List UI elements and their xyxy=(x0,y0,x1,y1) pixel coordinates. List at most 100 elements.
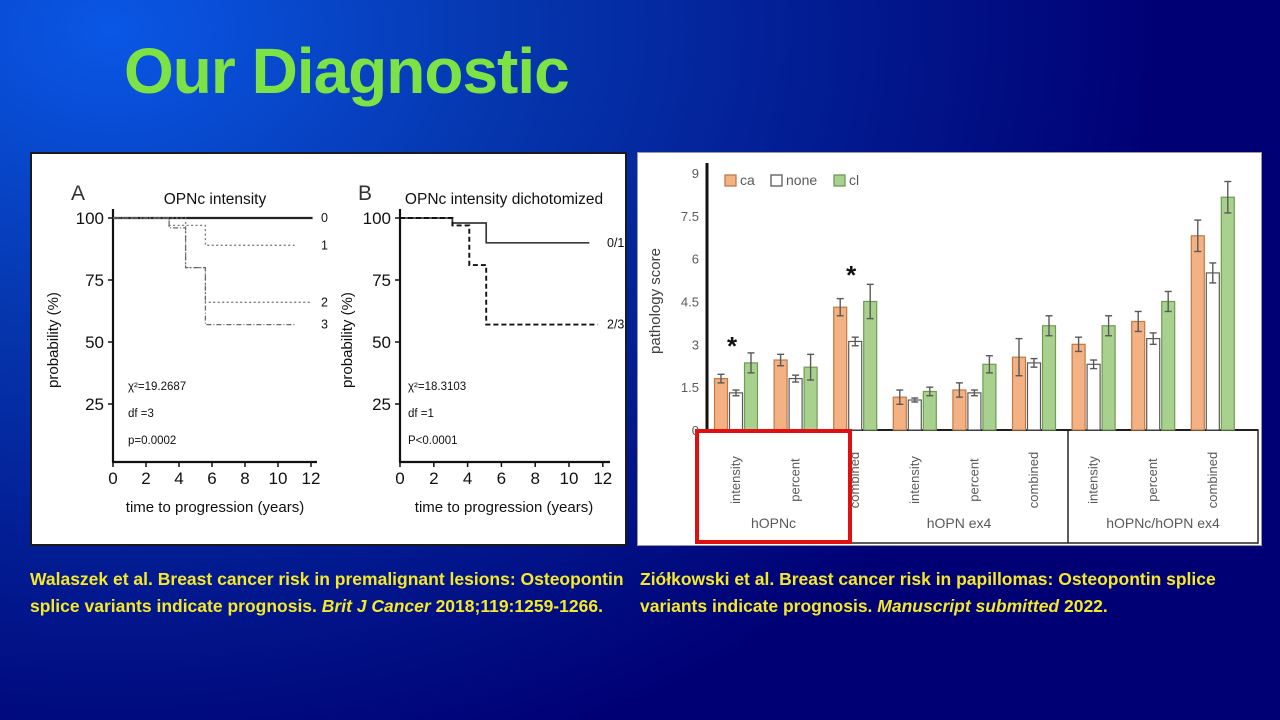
series-end-label: 2/3 xyxy=(607,318,624,332)
y-tick-label: 6 xyxy=(692,252,699,267)
bar-ca-combined-hOPNc xyxy=(833,306,848,431)
stat-text: p=0.0002 xyxy=(128,435,176,447)
bar-none-percent-hOPNc xyxy=(788,377,803,431)
group-label-intensity: intensity xyxy=(1086,456,1101,504)
y-tick-label: 50 xyxy=(85,333,104,352)
y-tick-label: 4.5 xyxy=(681,294,699,309)
citation-right-text: Ziółkowski et al. Breast cancer risk in … xyxy=(640,569,1216,617)
legend-label-none: none xyxy=(786,172,817,188)
legend-label-ca: ca xyxy=(740,172,755,188)
y-tick-label: 7.5 xyxy=(681,209,699,224)
x-tick-label: 12 xyxy=(593,469,612,488)
series-end-label: 0/1 xyxy=(607,236,624,250)
bar-cl-percent-hOPN ex4 xyxy=(982,363,997,431)
x-tick-label: 6 xyxy=(207,469,216,488)
x-tick-label: 8 xyxy=(530,469,539,488)
x-tick-label: 2 xyxy=(141,469,150,488)
citation-right: Ziółkowski et al. Breast cancer risk in … xyxy=(640,566,1268,620)
stat-text: χ²=19.2687 xyxy=(128,381,186,393)
stat-text: df =3 xyxy=(128,408,154,420)
y-tick-label: 50 xyxy=(372,333,391,352)
y-axis-label: probability (%) xyxy=(339,292,356,388)
panel-letter: B xyxy=(358,182,372,205)
x-tick-label: 2 xyxy=(429,469,438,488)
group-label-combined: combined xyxy=(1205,452,1220,508)
x-axis-label: time to progression (years) xyxy=(415,499,593,516)
x-tick-label: 0 xyxy=(395,469,404,488)
slide-title: Our Diagnostic xyxy=(124,35,570,107)
chart-title: OPNc intensity xyxy=(164,191,267,208)
y-tick-label: 100 xyxy=(76,209,104,228)
km-series-1 xyxy=(113,217,295,246)
bar-ca-intensity-hOPNc/hOPN ex4 xyxy=(1071,343,1086,431)
y-tick-label: 9 xyxy=(692,166,699,181)
km-figure-panel: A OPNc intensity 100 75 50 25 0 2 4 6 8 10 12 probabi… xyxy=(30,152,627,546)
km-svg-B: B OPNc intensity dichotomized 100 75 50 25 0 2 4… xyxy=(339,182,624,516)
bar-cl-percent-hOPNc/hOPN ex4 xyxy=(1161,300,1176,431)
bar-none-percent-hOPNc/hOPN ex4 xyxy=(1146,338,1161,431)
section-label: hOPN ex4 xyxy=(927,515,992,531)
x-tick-label: 0 xyxy=(108,469,117,488)
y-tick-label: 25 xyxy=(372,395,391,414)
group-label-intensity: intensity xyxy=(907,456,922,504)
citation-right-tail: 2022. xyxy=(1059,596,1108,617)
bar-ca-percent-hOPNc/hOPN ex4 xyxy=(1131,320,1146,431)
bar-none-percent-hOPN ex4 xyxy=(967,392,982,431)
significance-star: * xyxy=(846,260,857,290)
bar-none-intensity-hOPNc/hOPN ex4 xyxy=(1086,363,1101,431)
citation-left-italic: Brit J Cancer xyxy=(321,596,431,617)
x-tick-label: 10 xyxy=(269,469,288,488)
x-tick-label: 12 xyxy=(302,469,321,488)
bar-cl-combined-hOPN ex4 xyxy=(1041,325,1057,431)
section-label: hOPNc/hOPN ex4 xyxy=(1106,515,1220,531)
x-tick-label: 4 xyxy=(174,469,183,488)
citation-left: Walaszek et al. Breast cancer risk in pr… xyxy=(30,566,624,620)
x-tick-label: 8 xyxy=(240,469,249,488)
series-end-label: 3 xyxy=(321,318,328,332)
stat-text: P<0.0001 xyxy=(408,435,458,447)
group-label-percent: percent xyxy=(788,458,803,502)
x-axis-label: time to progression (years) xyxy=(126,499,304,516)
legend-swatch-none xyxy=(770,174,783,187)
legend-swatch-ca xyxy=(724,174,737,187)
legend-label-cl: cl xyxy=(849,172,859,188)
citation-left-text: Walaszek et al. Breast cancer risk in pr… xyxy=(30,569,624,617)
legend-swatch-cl xyxy=(833,174,846,187)
panel-letter: A xyxy=(71,182,85,205)
y-tick-label: 3 xyxy=(692,337,699,352)
bar-cl-combined-hOPNc/hOPN ex4 xyxy=(1220,196,1235,431)
citation-right-italic: Manuscript submitted xyxy=(877,596,1060,617)
y-tick-label: 75 xyxy=(85,271,104,290)
bar-none-intensity-hOPN ex4 xyxy=(907,399,922,431)
km-chart-B: B OPNc intensity dichotomized 100 75 50 25 0 2 4… xyxy=(325,154,625,546)
bar-none-intensity-hOPNc xyxy=(728,392,744,431)
bar-none-combined-hOPN ex4 xyxy=(1026,362,1042,431)
y-tick-label: 1.5 xyxy=(681,380,699,395)
bar-ca-intensity-hOPNc xyxy=(713,377,729,431)
bar-cl-combined-hOPNc xyxy=(863,300,878,431)
y-tick-label: 100 xyxy=(363,209,391,228)
y-tick-label: 75 xyxy=(372,271,391,290)
series-end-label: 2 xyxy=(321,295,328,309)
group-label-combined: combined xyxy=(1026,452,1041,508)
highlight-box xyxy=(695,429,852,544)
stat-text: df =1 xyxy=(408,408,434,420)
bar-figure-panel: 0 1.5 3 4.5 6 7.5 9 pathology score ca none cl * int… xyxy=(637,152,1262,546)
km-series-0/1 xyxy=(400,217,590,244)
chart-title: OPNc intensity dichotomized xyxy=(405,191,603,208)
pathology-bar-chart: 0 1.5 3 4.5 6 7.5 9 pathology score ca none cl * int… xyxy=(638,153,1261,545)
bar-ca-combined-hOPNc/hOPN ex4 xyxy=(1190,235,1205,431)
bar-none-combined-hOPNc/hOPN ex4 xyxy=(1205,272,1220,431)
group-label-percent: percent xyxy=(966,458,981,502)
y-axis-label: pathology score xyxy=(647,248,664,354)
stat-text: χ²=18.3103 xyxy=(408,381,466,393)
series-end-label: 0 xyxy=(321,211,328,225)
km-series-2 xyxy=(113,217,311,303)
series-end-label: 1 xyxy=(321,238,328,252)
section-label: hOPNc xyxy=(751,515,796,531)
group-label-percent: percent xyxy=(1145,458,1160,502)
bar-cl-intensity-hOPN ex4 xyxy=(922,390,937,431)
